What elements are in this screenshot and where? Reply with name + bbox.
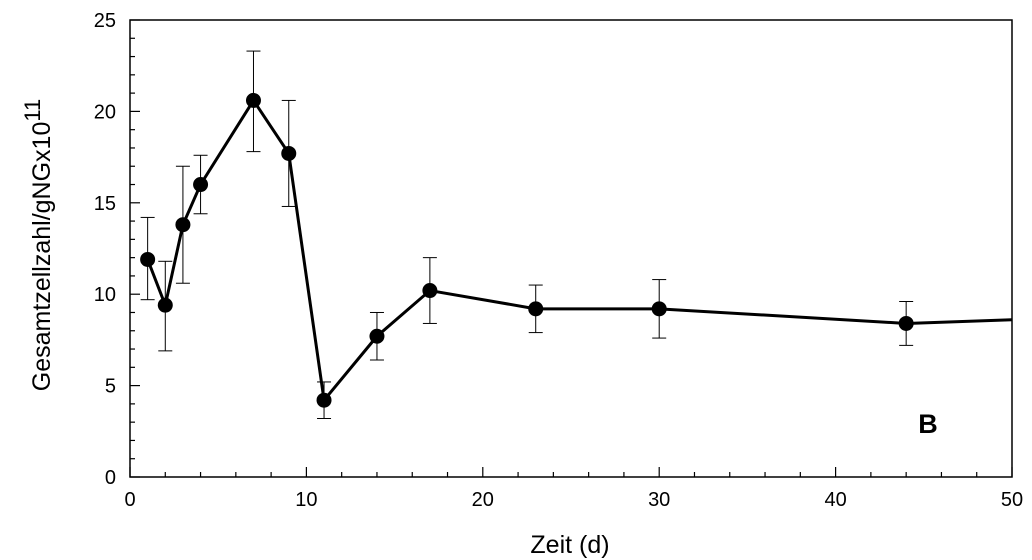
series-line	[146, 97, 1013, 404]
data-point	[369, 328, 385, 344]
data-points	[140, 92, 914, 408]
y-tick-label: 10	[94, 284, 116, 306]
x-tick-label: 40	[824, 489, 846, 511]
minor-ticks	[130, 37, 978, 477]
data-point	[281, 145, 297, 161]
y-axis-title-main: Gesamtzellzahl/gNGx10	[28, 122, 56, 392]
y-tick-label: 25	[94, 10, 116, 32]
major-ticks	[129, 19, 1013, 478]
panel-label: B	[918, 409, 938, 439]
y-axis-title-group: Gesamtzellzahl/gNGx1011	[20, 99, 56, 391]
data-point	[175, 217, 191, 233]
y-tick-label: 0	[105, 467, 116, 489]
data-point	[157, 297, 173, 313]
data-point	[193, 177, 209, 193]
x-tick-label: 30	[648, 489, 670, 511]
data-point	[422, 283, 438, 299]
data-point	[140, 251, 156, 267]
y-tick-label: 5	[105, 376, 116, 398]
y-tick-label: 20	[94, 101, 116, 123]
y-axis-title-exponent: 11	[20, 99, 45, 122]
y-tick-label: 15	[94, 193, 116, 215]
x-tick-label: 20	[472, 489, 494, 511]
x-tick-label: 10	[295, 489, 317, 511]
data-point	[316, 392, 332, 408]
x-tick-label: 0	[124, 489, 135, 511]
data-point	[898, 315, 914, 331]
y-axis-title: Gesamtzellzahl/gNGx1011	[20, 99, 56, 391]
plot-frame	[129, 19, 1013, 478]
data-point	[528, 301, 544, 317]
x-tick-label: 50	[1001, 489, 1023, 511]
x-axis-title: Zeit (d)	[530, 531, 609, 559]
data-point	[245, 92, 261, 108]
tick-labels: 0 10 20 30 40 50 0 5 10 15 20 25	[94, 10, 1023, 511]
data-point	[651, 301, 667, 317]
error-bars	[140, 50, 914, 420]
